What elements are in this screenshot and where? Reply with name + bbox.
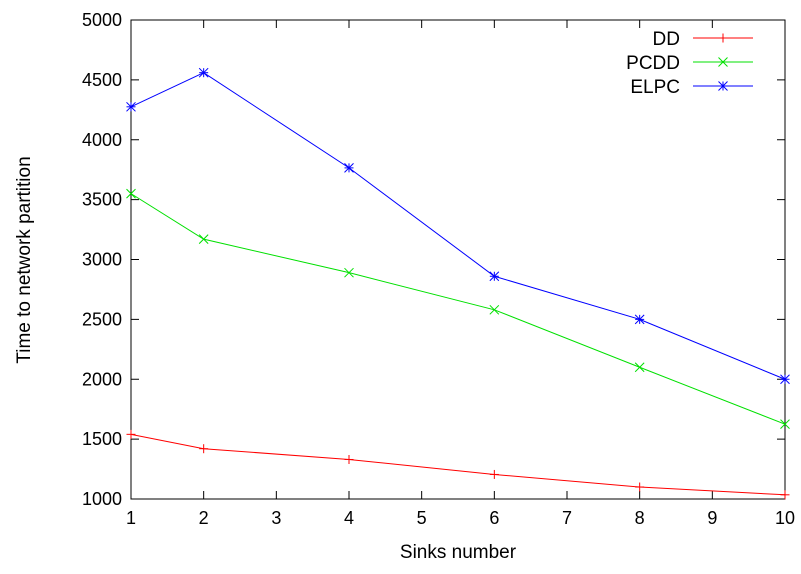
legend-label-dd: DD (653, 29, 680, 50)
series-pcdd-point (198, 234, 209, 244)
y-tick-label: 5000 (82, 10, 122, 30)
series-elpc-point-stroke (634, 314, 645, 325)
series-dd-point (344, 454, 354, 464)
series-elpc-point-stroke (489, 271, 500, 282)
legend-marker-elpc (718, 81, 728, 91)
y-tick-label: 4000 (82, 130, 122, 150)
series-elpc-line (130, 72, 786, 380)
series-pcdd-point-stroke (634, 362, 645, 373)
axes (130, 19, 786, 500)
series-pcdd-line (130, 193, 786, 425)
x-tick-label: 3 (271, 508, 281, 528)
y-tick-label: 1500 (82, 429, 122, 449)
series (126, 67, 790, 500)
series-dd-line (130, 433, 786, 496)
series-dd-point (199, 444, 209, 454)
x-tick-label: 8 (635, 508, 645, 528)
legend: DD PCDD ELPC (626, 29, 753, 98)
series-elpc-point (634, 314, 645, 325)
y-tick-label: 2500 (82, 309, 122, 329)
x-tick-label: 1 (126, 508, 136, 528)
series-elpc (126, 67, 790, 385)
series-elpc-point-stroke (344, 163, 354, 173)
series-pcdd-point-stroke (780, 419, 790, 430)
series-pcdd-point-stroke (344, 267, 354, 278)
series-pcdd-point-stroke (126, 188, 136, 199)
legend-marker-pcdd-stroke (718, 57, 728, 67)
legend-marker-dd (718, 33, 728, 43)
legend-marker-elpc-stroke (718, 81, 728, 91)
y-axis-title: Time to network partition (14, 156, 35, 363)
series-dd-point (635, 482, 645, 492)
legend-label-elpc: ELPC (630, 77, 680, 98)
x-tick-label: 2 (199, 508, 209, 528)
series-pcdd-point (780, 419, 790, 430)
y-tick-label: 4500 (82, 70, 122, 90)
y-tick-label: 1000 (82, 489, 122, 509)
x-tick-label: 4 (344, 508, 354, 528)
series-pcdd-point (634, 362, 645, 373)
series-pcdd-point-stroke (198, 234, 209, 244)
series-elpc-point-stroke (126, 101, 136, 112)
ticks: 1 2 3 4 5 6 7 8 9 10 1000 1500 2000 2500 3000 3500 4000 4… (82, 10, 795, 528)
x-tick-label: 5 (417, 508, 427, 528)
series-pcdd (126, 188, 790, 430)
x-axis-title: Sinks number (400, 542, 517, 563)
y-tick-label: 2000 (82, 369, 122, 389)
series-dd-point (126, 429, 136, 439)
series-elpc-point (126, 101, 136, 112)
x-tick-label: 7 (562, 508, 572, 528)
legend-label-pcdd: PCDD (626, 53, 680, 74)
y-tick-label: 3000 (82, 250, 122, 270)
x-tick-label: 10 (775, 508, 795, 528)
series-dd-point (780, 490, 790, 500)
series-elpc-point (198, 67, 209, 78)
legend-marker-pcdd (718, 57, 728, 67)
series-pcdd-point (126, 188, 136, 199)
series-pcdd-point (344, 267, 354, 278)
series-dd (126, 429, 790, 500)
series-pcdd-point-stroke (489, 304, 500, 315)
x-tick-label: 6 (489, 508, 499, 528)
series-elpc-point-stroke (198, 67, 209, 78)
x-tick-label: 9 (707, 508, 717, 528)
series-dd-point (489, 469, 499, 479)
y-tick-label: 3500 (82, 190, 122, 210)
plot-frame (130, 19, 786, 500)
series-elpc-point (780, 374, 790, 385)
series-elpc-point (344, 163, 354, 173)
series-elpc-point (489, 271, 500, 282)
series-elpc-point-stroke (780, 374, 790, 385)
series-pcdd-point (489, 304, 500, 315)
